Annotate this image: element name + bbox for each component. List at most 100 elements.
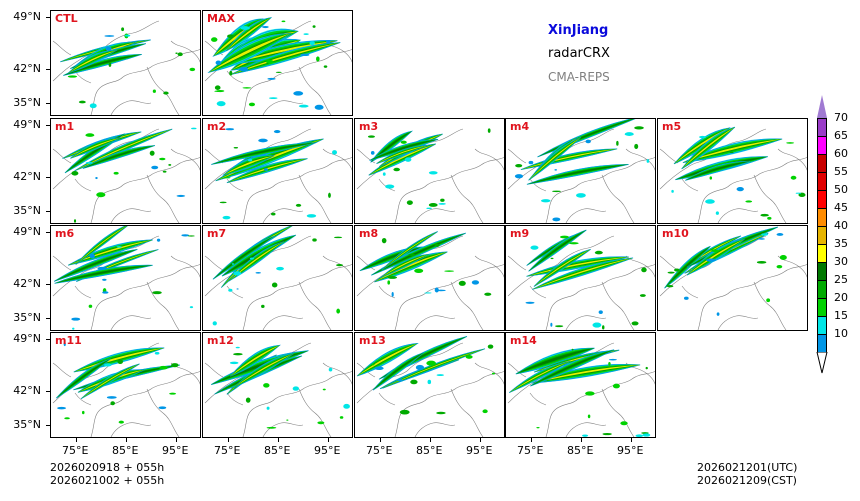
colorbar-bin [817,280,827,298]
radar-cell [316,56,320,62]
radar-cell [72,327,75,330]
colorbar-bin [817,190,827,208]
radar-cell [387,276,398,279]
radar-cell [229,361,239,365]
radar-cell [646,159,650,163]
radar-cell [276,266,284,271]
border-line [450,174,484,223]
radar-cell [177,52,183,57]
radar-cell [333,236,343,239]
radar-cell [95,176,98,180]
radar-cell [231,263,235,265]
radar-cell [322,388,326,391]
radar-cell [436,411,446,415]
radar-cell [705,199,715,204]
reflectivity-contour [530,349,615,387]
radar-cell [540,199,551,203]
border-line [298,66,332,115]
panel-label: m1 [55,120,75,133]
radar-cell [426,207,432,210]
panel-label: m10 [662,227,689,240]
lon-tick-label: 85°E [567,444,594,457]
init-time-cst: 2026021002 + 055h [50,474,165,487]
radar-cell [404,157,412,162]
radar-cell [223,177,231,179]
radar-cell [292,386,300,391]
border-line [659,235,767,297]
radar-cell [339,416,344,419]
colorbar-level-label: 65 [834,129,848,142]
radar-cell [382,172,386,176]
panel-label: m14 [510,334,537,347]
radar-cell [795,192,802,194]
radar-cell [78,100,86,104]
reflectivity-contour [54,265,153,284]
colorbar-level-label: 30 [834,255,848,268]
radar-cell [152,89,156,93]
radar-cell [229,70,233,76]
colorbar-level-label: 45 [834,201,848,214]
radar-cell [465,355,473,359]
border-line [170,148,200,171]
radar-cell [118,420,124,424]
radar-cell [189,306,194,309]
radar-field [356,231,504,330]
panel-label: m3 [359,120,379,133]
border-line [242,264,352,330]
border-line [507,235,615,297]
radar-cell [530,245,539,250]
reflectivity-contour [685,160,751,181]
reflectivity-contour [528,229,587,272]
radar-cell [249,257,254,260]
border-line [474,362,504,385]
radar-cell [102,291,109,294]
radar-cell [236,288,239,290]
border-line [507,362,527,378]
reflectivity-contour [372,352,424,391]
radar-cell [117,359,124,365]
reflectivity-contour [75,226,128,265]
radar-field [659,126,807,223]
radar-cell [598,310,603,315]
radar-cell [683,296,689,300]
border-line [52,40,72,56]
reflectivity-contour [380,253,430,278]
radar-cell [312,25,316,28]
reflectivity-contour [686,238,745,276]
radar-cell [393,167,401,172]
lon-tick-mark [531,438,532,442]
lat-tick-mark [46,318,50,319]
border-line [394,157,504,223]
reflectivity-contour [211,142,317,165]
reflectivity-contour [357,343,418,377]
map-panel-m1: m1 [50,118,201,224]
radar-cell [790,175,797,180]
radar-cell [104,35,115,37]
border-line [378,392,396,406]
border-line [262,208,304,223]
radar-cell [585,139,591,144]
border-line [681,178,699,192]
border-line [204,40,224,56]
radar-cell [212,321,217,326]
radar-cell [328,192,331,198]
radar-cell [438,203,446,205]
reflectivity-contour [530,349,615,387]
reflectivity-contour [686,239,745,276]
radar-cell [706,258,717,262]
radar-cell [225,128,235,131]
border-line [474,148,504,171]
radar-cell [608,358,617,361]
colorbar-level-label: 70 [834,111,848,124]
lat-tick-label: 42°N [13,62,41,75]
border-line [110,422,152,437]
radar-cell [168,163,172,166]
colorbar-level-label: 20 [834,291,848,304]
radar-cell [552,190,561,193]
radar-cell [515,164,523,168]
border-line [394,264,504,330]
radar-cell [634,143,639,150]
radar-cell [235,346,240,349]
reflectivity-contour [528,137,581,181]
reflectivity-contour [228,241,284,282]
